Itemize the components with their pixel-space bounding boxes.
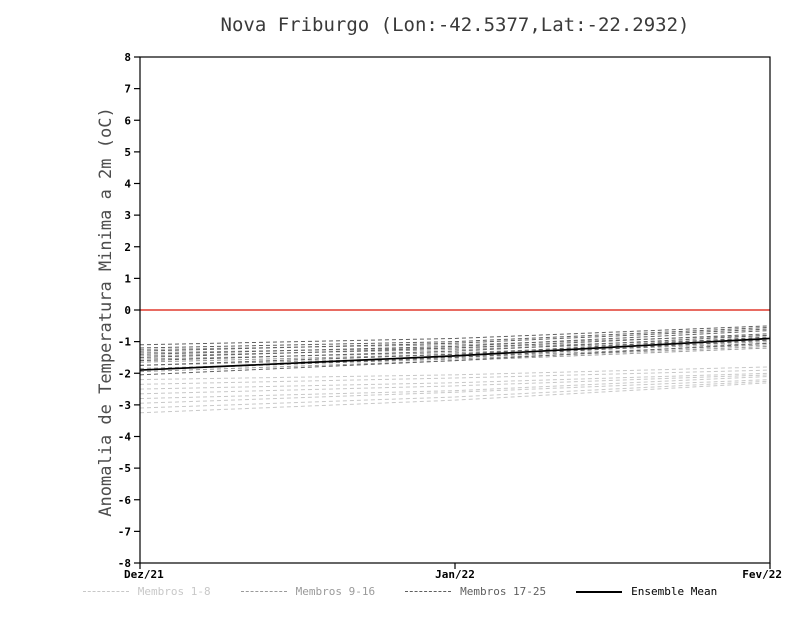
y-tick-label: 6 [124, 114, 131, 127]
y-tick-label: -4 [118, 431, 132, 444]
ensemble-member-line [139, 328, 771, 352]
y-tick-label: -1 [118, 336, 132, 349]
ensemble-member-line [139, 379, 771, 404]
y-tick-label: -8 [118, 557, 131, 570]
y-tick-label: 4 [124, 178, 131, 191]
legend-line-sample-membros-9-16 [240, 591, 287, 592]
x-tick-label: Dez/21 [124, 568, 164, 581]
x-tick-label: Jan/22 [435, 568, 475, 581]
x-tick-label: Fev/22 [742, 568, 782, 581]
y-tick-label: -3 [118, 399, 131, 412]
legend-line-sample-ensemble-mean [576, 590, 623, 593]
ensemble-member-line [139, 380, 771, 409]
y-tick-label: -7 [118, 525, 131, 538]
ensemble-member-line [139, 333, 771, 358]
y-tick-label: 3 [124, 209, 131, 222]
ensemble-member-line [139, 325, 771, 346]
legend-label: Membros 9-16 [295, 585, 376, 598]
legend-item-ensemble-mean: Ensemble Mean [576, 585, 717, 598]
y-tick-label: 8 [124, 51, 131, 64]
ensemble-member-line [139, 330, 771, 355]
legend-line-sample-membros-1-8 [82, 591, 129, 592]
ensemble-member-line [139, 341, 771, 360]
legend-label: Membros 17-25 [460, 585, 547, 598]
y-tick-label: -5 [118, 462, 131, 475]
ensemble-member-line [139, 375, 771, 400]
y-tick-label: -6 [118, 494, 132, 507]
legend: Membros 1-8 Membros 9-16 Membros 17-25 E… [0, 585, 800, 598]
y-tick-label: 1 [124, 272, 131, 285]
legend-label: Ensemble Mean [631, 585, 718, 598]
ensemble-mean-line [139, 337, 771, 371]
ensemble-member-line [139, 334, 771, 362]
chart-title: Nova Friburgo (Lon:-42.5377,Lat:-22.2932… [220, 14, 690, 36]
y-tick-label: 0 [124, 304, 131, 317]
y-tick-label: 7 [124, 83, 131, 96]
ensemble-member-line [139, 366, 771, 381]
legend-line-sample-membros-17-25 [405, 591, 452, 592]
ensemble-member-line [139, 336, 771, 366]
ensemble-member-line [139, 374, 771, 395]
legend-item-membros-9-16: Membros 9-16 [240, 585, 376, 598]
ensemble-member-line [139, 339, 771, 357]
legend-label: Membros 1-8 [137, 585, 211, 598]
ensemble-member-line [139, 372, 771, 390]
ensemble-member-line [139, 382, 771, 414]
ensemble-member-line [139, 326, 771, 349]
y-tick-label: 5 [124, 146, 131, 159]
ensemble-member-line [139, 342, 771, 376]
legend-item-membros-17-25: Membros 17-25 [405, 585, 546, 598]
y-tick-label: 2 [124, 241, 131, 254]
y-tick-label: -2 [118, 367, 131, 380]
ensemble-member-line [139, 369, 771, 385]
legend-item-membros-1-8: Membros 1-8 [82, 585, 211, 598]
